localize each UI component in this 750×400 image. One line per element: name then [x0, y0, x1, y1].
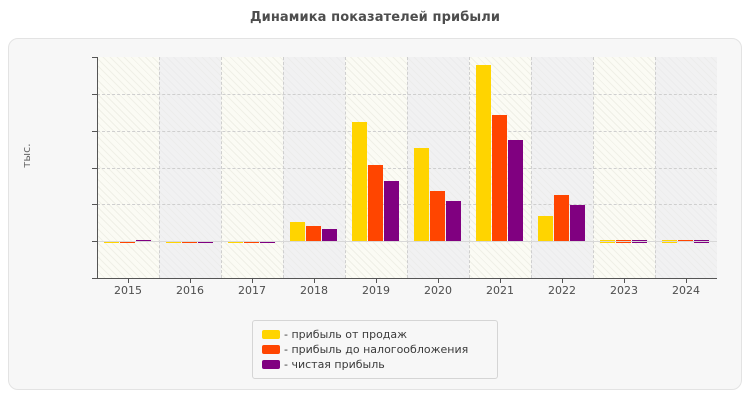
bar[interactable] — [322, 228, 338, 242]
x-axis-line — [97, 278, 717, 279]
bar[interactable] — [136, 239, 152, 242]
bar[interactable] — [446, 201, 462, 242]
y-tick-mark — [92, 204, 97, 206]
legend-swatch-net-profit — [262, 360, 280, 369]
bar[interactable] — [384, 180, 400, 242]
x-tick-mark — [686, 278, 687, 283]
x-tick-label: 2021 — [486, 284, 514, 297]
bar[interactable] — [677, 239, 694, 243]
zero-baseline — [97, 241, 717, 243]
bar[interactable] — [351, 122, 367, 242]
chart-legend: - прибыль от продаж - прибыль до налогоо… — [252, 320, 498, 379]
x-tick-label: 2020 — [424, 284, 452, 297]
plot-area — [97, 57, 717, 278]
gridline — [345, 57, 346, 278]
x-tick-label: 2017 — [238, 284, 266, 297]
legend-item[interactable]: - прибыль до налогообложения — [262, 342, 489, 357]
y-axis-label: тыс. — [20, 143, 33, 168]
x-tick-mark — [438, 278, 439, 283]
legend-item[interactable]: - чистая прибыль — [262, 357, 489, 372]
x-tick-mark — [376, 278, 377, 283]
bar[interactable] — [305, 225, 322, 242]
page-title: Динамика показателей прибыли — [249, 10, 501, 25]
x-tick-mark — [314, 278, 315, 283]
gridline — [221, 57, 222, 278]
x-tick-label: 2024 — [672, 284, 700, 297]
x-tick-mark — [562, 278, 563, 283]
gridline — [655, 57, 656, 278]
legend-label: - чистая прибыль — [284, 358, 385, 371]
y-tick-mark — [92, 93, 97, 95]
x-tick-mark — [252, 278, 253, 283]
legend-label: - прибыль от продаж — [284, 328, 408, 341]
legend-item[interactable]: - прибыль от продаж — [262, 327, 489, 342]
x-tick-label: 2019 — [362, 284, 390, 297]
bar[interactable] — [491, 115, 508, 242]
bar[interactable] — [475, 65, 491, 242]
x-tick-label: 2022 — [548, 284, 576, 297]
bar[interactable] — [570, 204, 586, 242]
y-tick-mark — [92, 57, 97, 58]
x-tick-label: 2016 — [176, 284, 204, 297]
y-tick-mark — [92, 167, 97, 169]
y-tick-mark — [92, 278, 97, 279]
x-tick-label: 2018 — [300, 284, 328, 297]
y-tick-mark — [92, 130, 97, 132]
y-tick-mark — [92, 241, 97, 243]
x-tick-mark — [128, 278, 129, 283]
x-tick-label: 2023 — [610, 284, 638, 297]
legend-swatch-pretax-profit — [262, 345, 280, 354]
legend-swatch-sales-profit — [262, 330, 280, 339]
x-tick-mark — [190, 278, 191, 283]
bar[interactable] — [508, 140, 524, 242]
x-tick-label: 2015 — [114, 284, 142, 297]
gridline — [407, 57, 408, 278]
legend-label: - прибыль до налогообложения — [284, 343, 469, 356]
x-tick-mark — [500, 278, 501, 283]
bar[interactable] — [429, 190, 446, 242]
gridline — [593, 57, 594, 278]
bar[interactable] — [413, 147, 429, 242]
bar[interactable] — [289, 221, 305, 242]
gridline — [159, 57, 160, 278]
bar[interactable] — [553, 195, 570, 242]
gridline — [283, 57, 284, 278]
y-axis-line — [97, 57, 98, 278]
gridline — [469, 57, 470, 278]
bar[interactable] — [367, 164, 384, 242]
x-tick-mark — [624, 278, 625, 283]
bar[interactable] — [537, 215, 553, 242]
gridline — [531, 57, 532, 278]
